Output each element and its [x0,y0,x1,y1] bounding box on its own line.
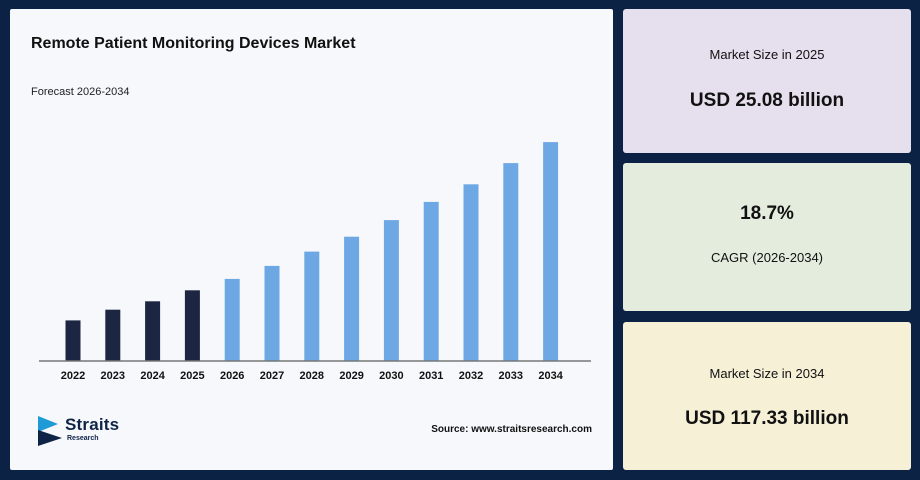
stat-value: USD 25.08 billion [689,90,845,111]
chart-subtitle: Forecast 2026-2034 [31,86,130,98]
logo-name: Straits [65,415,120,434]
x-tick-2029: 2029 [339,370,363,382]
source-credit: Source: www.straitsresearch.com [431,424,592,435]
bar-2023 [105,309,121,361]
x-tick-2032: 2032 [459,370,483,382]
logo-subtitle: Research [67,435,99,442]
bar-2024 [145,301,161,361]
bar-2034 [543,142,559,361]
x-tick-2024: 2024 [140,370,165,382]
stat-card-market-size-2034: Market Size in 2034 USD 117.33 billion [623,322,911,470]
bar-2031 [423,201,439,361]
x-tick-2028: 2028 [300,370,324,382]
bar-2027 [264,265,280,361]
straits-logo-icon [38,416,62,446]
bar-2026 [224,278,240,361]
straits-logo[interactable]: Straits Research [38,413,148,447]
chart-panel: Remote Patient Monitoring Devices Market… [10,9,613,470]
bar-2025 [184,290,200,361]
stat-label: Market Size in 2034 [709,366,825,381]
x-tick-2034: 2034 [538,370,563,382]
bar-2029 [344,236,360,361]
stat-label: Market Size in 2025 [709,47,825,62]
x-tick-2023: 2023 [101,370,125,382]
bar-2030 [383,220,399,361]
stat-value: 18.7% [740,203,794,224]
bar-2032 [463,184,479,361]
x-tick-2026: 2026 [220,370,244,382]
stat-card-cagr: 18.7% CAGR (2026-2034) [623,163,911,311]
stat-value: USD 117.33 billion [685,408,849,429]
bar-2028 [304,251,320,361]
x-tick-2025: 2025 [180,370,204,382]
x-tick-2027: 2027 [260,370,284,382]
chart-title: Remote Patient Monitoring Devices Market [31,35,356,52]
x-tick-labels: 2022 2023 2024 2025 2026 2027 2028 2029 2030 2031… [61,370,564,382]
bar-2022 [65,320,81,361]
x-tick-2022: 2022 [61,370,85,382]
stat-label: CAGR (2026-2034) [711,250,823,265]
x-tick-2033: 2033 [499,370,523,382]
bar-2033 [503,163,519,361]
x-tick-2031: 2031 [419,370,443,382]
x-tick-2030: 2030 [379,370,403,382]
bars-group [65,142,559,361]
stat-card-market-size-2025: Market Size in 2025 USD 25.08 billion [623,9,911,153]
bar-chart: 2022 2023 2024 2025 2026 2027 2028 2029 2030 2031… [39,142,591,382]
